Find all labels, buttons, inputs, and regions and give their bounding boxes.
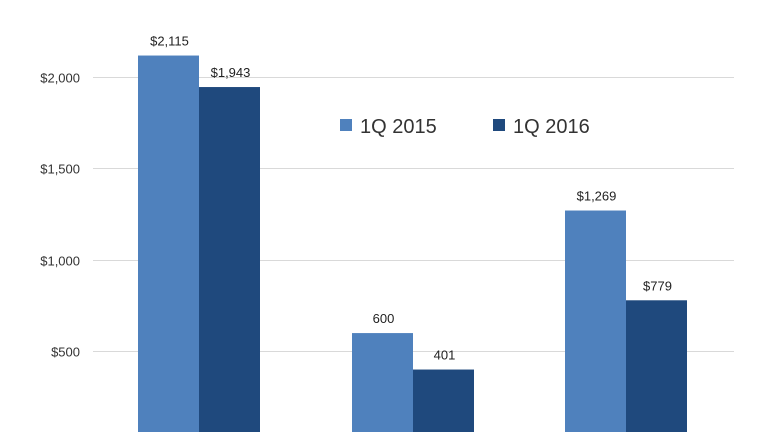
legend-label-1q-2016: 1Q 2016 — [513, 116, 590, 138]
bar — [413, 369, 474, 432]
bar — [138, 55, 199, 432]
data-label: $779 — [643, 278, 672, 293]
legend-label-1q-2015: 1Q 2015 — [360, 116, 437, 138]
data-label: $2,115 — [150, 34, 189, 49]
y-tick-label: $500 — [51, 345, 80, 360]
data-label: $1,943 — [211, 65, 251, 80]
data-label: $1,269 — [577, 189, 617, 204]
bars — [138, 55, 687, 432]
bar — [352, 333, 413, 432]
y-tick-label: $2,000 — [40, 71, 80, 86]
y-tick-label: $1,500 — [40, 162, 80, 177]
y-tick-label: $1,000 — [40, 254, 80, 269]
legend-swatch-1q-2015 — [340, 119, 352, 131]
data-labels: $2,115 600 $1,269 $1,943 401 $779 — [150, 34, 672, 363]
legend: 1Q 2015 1Q 2016 — [340, 116, 590, 138]
legend-swatch-1q-2016 — [493, 119, 505, 131]
bar — [565, 210, 626, 432]
data-label: 600 — [373, 311, 395, 326]
bar — [626, 300, 687, 432]
y-axis-ticks: $500 $1,000 $1,500 $2,000 — [40, 71, 80, 360]
bar — [199, 87, 260, 432]
data-label: 401 — [434, 348, 456, 363]
